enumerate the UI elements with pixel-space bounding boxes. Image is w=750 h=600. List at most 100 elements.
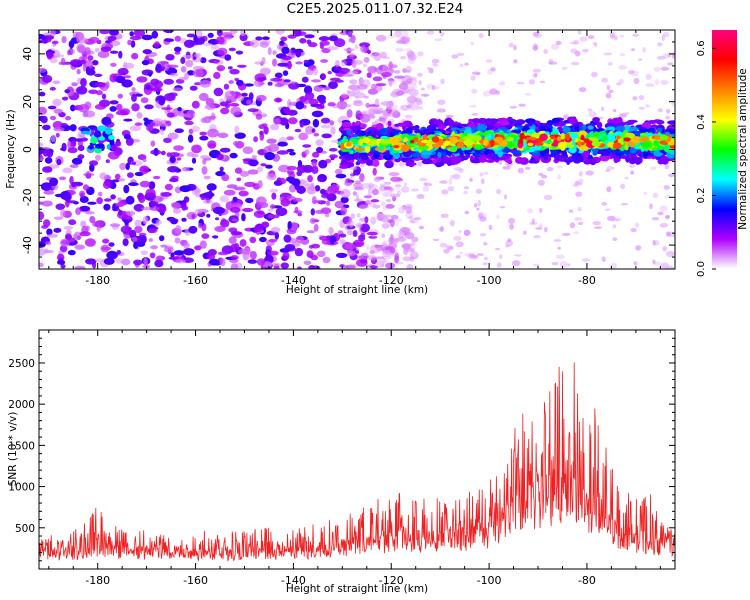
- noise-speckle: [602, 256, 606, 262]
- noise-speckle: [240, 30, 246, 36]
- noise-speckle: [645, 104, 649, 107]
- noise-speckle: [224, 190, 236, 196]
- colorbar: 0.00.20.40.6 Normalized spectral amplitu…: [696, 30, 749, 277]
- noise-speckle: [146, 124, 153, 131]
- noise-speckle: [274, 98, 283, 103]
- noise-speckle: [368, 182, 374, 188]
- noise-speckle: [298, 133, 308, 141]
- noise-speckle: [121, 259, 130, 266]
- noise-speckle: [606, 166, 614, 170]
- noise-speckle: [289, 152, 296, 156]
- noise-speckle: [184, 121, 194, 125]
- noise-speckle: [165, 54, 174, 61]
- noise-speckle: [453, 236, 462, 241]
- noise-speckle: [319, 99, 326, 104]
- signal-blob: [387, 121, 391, 126]
- noise-speckle: [654, 240, 660, 245]
- noise-speckle: [330, 120, 335, 125]
- noise-speckle: [663, 32, 670, 37]
- noise-speckle: [312, 128, 316, 133]
- noise-speckle: [407, 86, 414, 91]
- noise-speckle: [161, 151, 166, 155]
- noise-speckle: [135, 220, 142, 227]
- noise-speckle: [348, 38, 355, 42]
- noise-speckle: [575, 180, 579, 185]
- noise-speckle: [119, 163, 126, 170]
- noise-speckle: [42, 166, 52, 173]
- noise-speckle: [296, 236, 304, 244]
- noise-speckle: [63, 193, 72, 201]
- noise-speckle: [556, 254, 565, 259]
- noise-speckle: [191, 145, 202, 154]
- noise-speckle: [199, 136, 208, 141]
- noise-speckle: [224, 84, 229, 90]
- noise-speckle: [367, 50, 371, 54]
- noise-speckle: [635, 245, 641, 250]
- signal-blob: [347, 163, 353, 167]
- noise-speckle: [406, 70, 410, 73]
- noise-speckle: [203, 43, 212, 46]
- noise-speckle: [138, 194, 145, 203]
- noise-speckle: [118, 178, 125, 181]
- noise-speckle: [260, 41, 269, 48]
- noise-speckle: [340, 189, 350, 198]
- noise-speckle: [499, 81, 505, 85]
- signal-blob: [107, 144, 111, 150]
- noise-speckle: [175, 225, 181, 234]
- noise-speckle: [321, 125, 332, 129]
- x-tick-label: -180: [85, 274, 110, 287]
- noise-speckle: [607, 85, 611, 90]
- noise-speckle: [161, 107, 173, 110]
- noise-speckle: [660, 80, 669, 85]
- noise-speckle: [437, 100, 445, 106]
- noise-speckle: [71, 182, 76, 187]
- noise-speckle: [406, 52, 411, 57]
- noise-speckle: [310, 218, 316, 224]
- noise-speckle: [571, 62, 580, 66]
- noise-speckle: [184, 207, 188, 210]
- noise-speckle: [369, 250, 375, 254]
- noise-speckle: [601, 202, 607, 206]
- noise-speckle: [388, 64, 398, 68]
- noise-speckle: [433, 239, 440, 241]
- noise-speckle: [192, 101, 200, 109]
- noise-speckle: [631, 228, 637, 232]
- noise-speckle: [450, 220, 455, 226]
- noise-speckle: [417, 106, 423, 110]
- signal-blob: [593, 132, 599, 138]
- noise-speckle: [323, 257, 331, 263]
- noise-speckle: [110, 63, 116, 67]
- noise-speckle: [459, 169, 464, 173]
- noise-speckle: [234, 243, 239, 251]
- signal-blob: [365, 146, 371, 153]
- signal-blob: [380, 139, 390, 145]
- noise-speckle: [450, 175, 454, 180]
- noise-speckle: [646, 83, 655, 86]
- noise-speckle: [539, 81, 545, 84]
- noise-speckle: [396, 232, 404, 237]
- noise-speckle: [101, 245, 110, 253]
- noise-speckle: [484, 171, 489, 175]
- noise-speckle: [384, 182, 391, 185]
- noise-speckle: [96, 197, 103, 204]
- noise-speckle: [411, 188, 419, 191]
- noise-speckle: [177, 157, 182, 160]
- noise-speckle: [261, 123, 267, 126]
- noise-speckle: [37, 143, 44, 146]
- noise-speckle: [129, 31, 134, 36]
- noise-speckle: [169, 178, 179, 182]
- noise-speckle: [355, 45, 358, 50]
- noise-speckle: [187, 110, 195, 119]
- noise-speckle: [373, 168, 377, 176]
- noise-speckle: [272, 59, 277, 67]
- noise-speckle: [284, 79, 291, 82]
- signal-blob: [484, 151, 488, 155]
- noise-speckle: [95, 48, 100, 53]
- signal-blob: [464, 139, 474, 146]
- noise-speckle: [496, 189, 501, 194]
- signal-blob: [473, 135, 482, 141]
- noise-speckle: [219, 258, 225, 266]
- noise-speckle: [136, 112, 142, 119]
- y-tick-label: 500: [15, 523, 35, 535]
- x-tick-label: -100: [477, 274, 502, 287]
